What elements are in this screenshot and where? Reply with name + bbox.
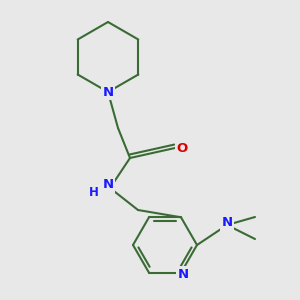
Text: N: N bbox=[102, 178, 114, 191]
Text: H: H bbox=[89, 185, 99, 199]
Text: N: N bbox=[221, 217, 233, 230]
Text: O: O bbox=[176, 142, 188, 154]
Text: N: N bbox=[102, 85, 114, 98]
Text: N: N bbox=[177, 268, 189, 281]
